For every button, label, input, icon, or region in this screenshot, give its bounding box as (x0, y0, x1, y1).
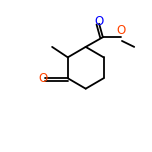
Text: O: O (38, 72, 47, 85)
Text: O: O (95, 15, 104, 28)
Text: O: O (116, 24, 125, 37)
